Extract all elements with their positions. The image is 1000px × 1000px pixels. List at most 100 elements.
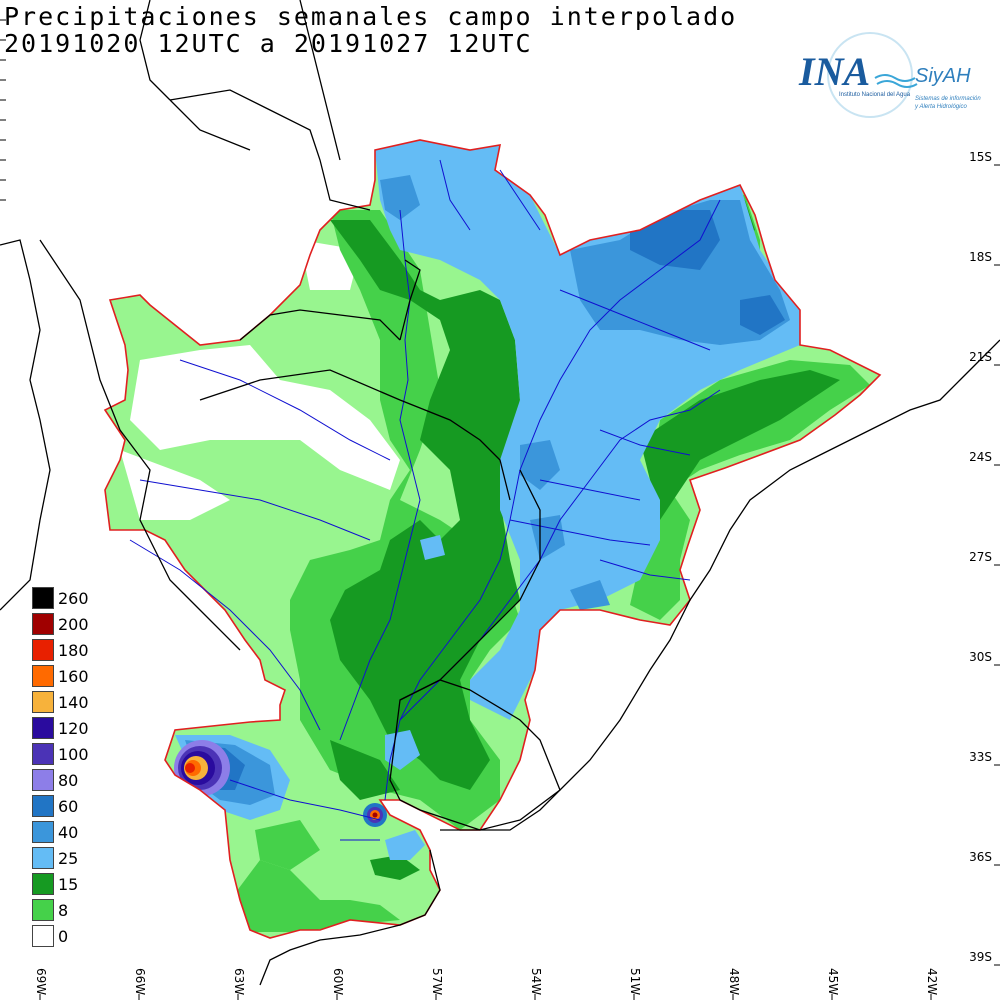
river-pantanal [439,159,471,231]
border-argentina-chile [39,239,241,651]
field-zone-180 [185,763,195,773]
logo-ina-text: INA [798,49,870,94]
legend-entry: 160 [30,663,100,689]
lat-label: 33S [969,750,992,764]
logo-subtitle-3: y Alerta Hidrológico [914,104,967,110]
field-zone-60 [740,295,785,335]
lon-label: 42W [925,968,939,996]
river-grande [559,289,711,351]
legend-swatch [32,639,54,661]
field-zone-8 [255,820,320,870]
legend-entry: 0 [30,923,100,949]
map-date-range: 20191020 12UTC a 20191027 12UTC [4,29,533,58]
legend-swatch [32,821,54,843]
lat-label: 39S [969,950,992,964]
right-ticks [994,164,1000,966]
legend-entry: 260 [30,585,100,611]
legend-label: 160 [58,667,89,686]
field-zone-15 [330,740,400,800]
legend-label: 15 [58,875,79,894]
lon-label: 66W [133,968,147,996]
logo-subtitle-1: Instituto Nacional del Agua [839,92,911,98]
legend-swatch [32,691,54,713]
river-tributary [499,169,541,231]
field-zone-15 [370,855,420,880]
field-zone-0 [130,345,400,490]
legend-label: 120 [58,719,89,738]
legend-label: 260 [58,589,89,608]
legend-swatch [32,665,54,687]
legend-label: 180 [58,641,89,660]
legend-entry: 80 [30,767,100,793]
legend-swatch [32,717,54,739]
legend-entry: 100 [30,741,100,767]
logo-siyah-text: SiyAH [915,65,971,87]
field-zone-25 [385,830,425,860]
legend-swatch [32,899,54,921]
legend-swatch [32,769,54,791]
border-bolivia-paraguay [239,309,401,341]
lon-label: 57W [430,968,444,996]
precipitation-legend: 260 200 180 160 140 120 100 80 60 40 25 15 8 0 [30,585,100,949]
ina-siyah-logo: INA SiyAH Instituto Nacional del Agua Si… [798,32,981,118]
legend-label: 200 [58,615,89,634]
lat-label: 36S [969,850,992,864]
legend-entry: 15 [30,871,100,897]
legend-label: 8 [58,901,69,920]
lon-label: 45W [826,968,840,996]
legend-entry: 120 [30,715,100,741]
lon-label: 54W [529,968,543,996]
legend-entry: 60 [30,793,100,819]
field-zone-40 [570,580,610,610]
border-paraguay-argentina [199,369,511,501]
lat-label: 21S [969,350,992,364]
border-bolivia-peru [139,0,171,101]
legend-entry: 180 [30,637,100,663]
legend-label: 25 [58,849,79,868]
legend-swatch [32,613,54,635]
legend-entry: 200 [30,611,100,637]
field-zone-25 [385,730,420,770]
legend-label: 40 [58,823,79,842]
river-iguazu [509,519,651,546]
legend-label: 80 [58,771,79,790]
coastline [0,239,51,611]
bottom-ticks [39,994,932,1000]
river-pilcomayo [179,359,391,461]
border-uruguay [389,679,561,831]
legend-label: 100 [58,745,89,764]
coast-argentina [259,849,441,986]
river-tributary [229,779,381,821]
field-zone-40 [570,200,790,345]
left-ticks [0,19,6,201]
lon-label: 60W [331,968,345,996]
legend-entry: 8 [30,897,100,923]
lat-label: 15S [969,150,992,164]
border-north-2 [169,99,251,151]
legend-entry: 40 [30,819,100,845]
lat-label: 24S [969,450,992,464]
legend-swatch [32,795,54,817]
border-bolivia-brazil [169,89,371,211]
map-title: Precipitaciones semanales campo interpol… [4,2,738,31]
field-zone-40 [380,175,420,220]
river-bermejo [139,479,371,541]
field-zone-60 [630,210,720,270]
legend-swatch [32,587,54,609]
legend-label: 60 [58,797,79,816]
border-north [299,0,341,161]
lon-label: 51W [628,968,642,996]
legend-entry: 140 [30,689,100,715]
legend-swatch [32,873,54,895]
field-zone-40 [520,440,560,490]
lon-label: 63W [232,968,246,996]
legend-swatch [32,847,54,869]
lat-label: 30S [969,650,992,664]
river-paraguay [339,209,421,741]
field-zone-15 [640,370,840,520]
legend-entry: 25 [30,845,100,871]
river-tributary [599,559,691,581]
